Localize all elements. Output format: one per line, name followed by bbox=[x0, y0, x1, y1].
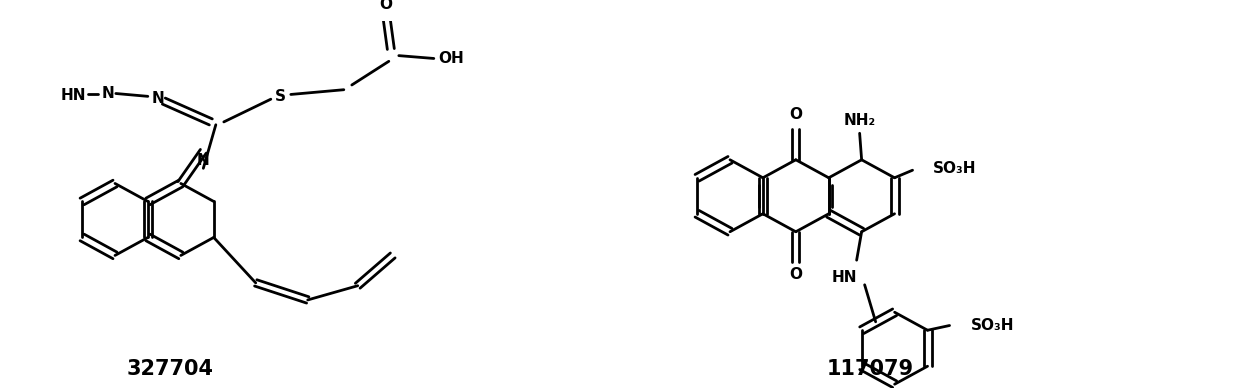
Text: HN: HN bbox=[61, 88, 87, 103]
Text: SO₃H: SO₃H bbox=[932, 161, 976, 176]
Text: HN: HN bbox=[832, 270, 857, 285]
Text: S: S bbox=[275, 89, 286, 104]
Text: 117079: 117079 bbox=[826, 359, 914, 379]
Text: N: N bbox=[197, 153, 210, 168]
Text: NH₂: NH₂ bbox=[843, 113, 875, 128]
Text: O: O bbox=[790, 267, 802, 282]
Text: O: O bbox=[379, 0, 392, 12]
Text: OH: OH bbox=[438, 51, 464, 66]
Text: N: N bbox=[151, 91, 164, 106]
Text: N: N bbox=[102, 86, 114, 101]
Text: O: O bbox=[790, 107, 802, 122]
Text: SO₃H: SO₃H bbox=[971, 318, 1014, 333]
Text: 327704: 327704 bbox=[126, 359, 213, 379]
